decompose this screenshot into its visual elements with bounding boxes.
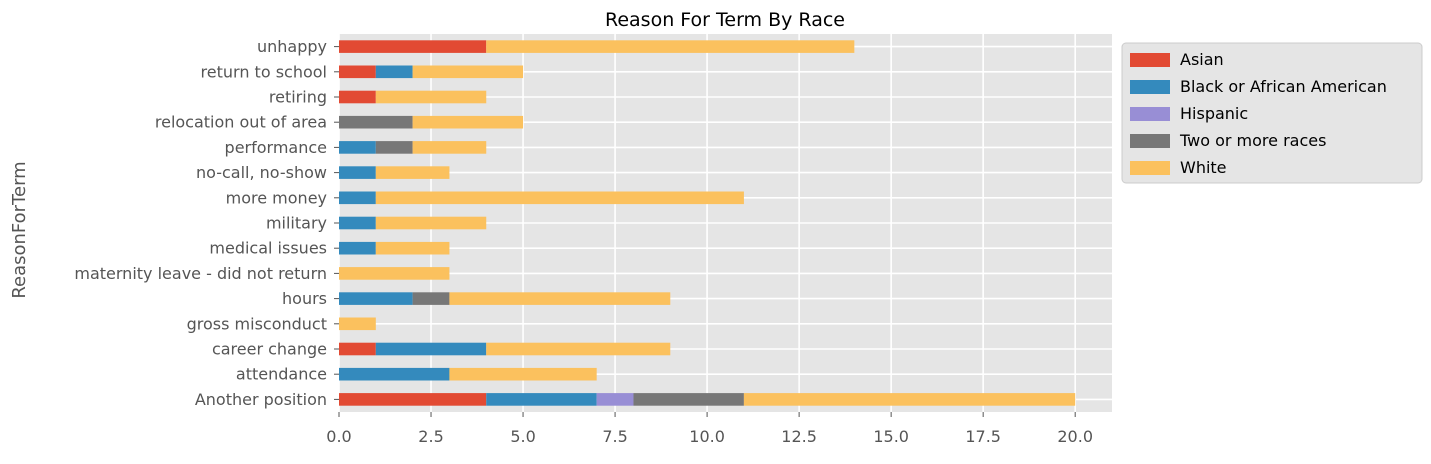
bar-black-or-african-american: [339, 216, 376, 230]
y-tick-label: more money: [226, 188, 327, 207]
bar-black-or-african-american: [486, 393, 597, 406]
x-tick-label: 2.5: [418, 427, 443, 446]
bar-black-or-african-american: [339, 166, 376, 179]
y-tick-label: attendance: [236, 365, 327, 384]
x-tick-label: 10.0: [689, 427, 725, 446]
bar-white: [339, 317, 376, 331]
bar-black-or-african-american: [339, 241, 376, 255]
legend-label: Black or African American: [1180, 77, 1387, 96]
bar-white: [486, 40, 855, 53]
bar-asian: [339, 90, 376, 104]
x-tick-label: 7.5: [602, 427, 627, 446]
bar-black-or-african-american: [339, 292, 413, 305]
bar-black-or-african-american: [339, 141, 376, 154]
bar-white: [486, 342, 671, 356]
legend-swatch: [1130, 80, 1170, 94]
y-tick-label: relocation out of area: [155, 113, 327, 132]
y-tick-label: medical issues: [209, 239, 327, 258]
x-tick-label: 20.0: [1057, 427, 1093, 446]
y-tick-label: gross misconduct: [187, 314, 327, 333]
y-tick-label: retiring: [269, 88, 327, 107]
y-tick-label: military: [266, 214, 327, 233]
bar-white: [375, 166, 450, 179]
bar-black-or-african-american: [375, 342, 487, 356]
bar-white: [375, 90, 487, 104]
bar-black-or-african-american: [375, 65, 413, 79]
y-tick-label: return to school: [201, 62, 327, 81]
bar-asian: [339, 342, 376, 356]
y-axis-label: ReasonForTerm: [9, 161, 30, 298]
legend-swatch: [1130, 134, 1170, 148]
bar-white: [743, 393, 1076, 406]
x-tick-label: 5.0: [510, 427, 535, 446]
bar-white: [412, 141, 487, 154]
bar-asian: [339, 40, 487, 53]
bar-white: [449, 292, 671, 305]
bar-two-or-more-races: [339, 115, 413, 129]
bar-hispanic: [596, 393, 634, 406]
legend-swatch: [1130, 107, 1170, 121]
legend-swatch: [1130, 53, 1170, 67]
bar-two-or-more-races: [412, 292, 450, 305]
x-tick-label: 0.0: [326, 427, 351, 446]
bar-white: [375, 216, 487, 230]
bar-white: [412, 65, 524, 79]
x-tick-label: 12.5: [781, 427, 817, 446]
y-tick-label: no-call, no-show: [196, 163, 327, 182]
bar-white: [449, 367, 597, 381]
bar-white: [375, 241, 450, 255]
plot-area: Another position attendance career change g…: [74, 34, 1112, 446]
y-tick-label: maternity leave - did not return: [74, 264, 327, 283]
x-tick-label: 15.0: [873, 427, 909, 446]
bar-two-or-more-races: [375, 141, 413, 154]
bar-black-or-african-american: [339, 191, 376, 205]
bar-asian: [339, 65, 376, 79]
legend: Asian Black or African American Hispanic Tw…: [1121, 42, 1423, 184]
legend-label: Hispanic: [1180, 104, 1248, 123]
legend-label: White: [1180, 158, 1227, 177]
bar-two-or-more-races: [633, 393, 744, 406]
bar-asian: [339, 393, 487, 406]
x-tick-label: 17.5: [965, 427, 1001, 446]
legend-swatch: [1130, 161, 1170, 175]
legend-box: [1121, 42, 1423, 184]
legend-label: Two or more races: [1179, 131, 1326, 150]
y-tick-label: career change: [212, 340, 327, 359]
y-tick-label: Another position: [195, 390, 327, 409]
bar-black-or-african-american: [339, 367, 450, 381]
bar-white: [412, 115, 524, 129]
chart-title: Reason For Term By Race: [605, 9, 845, 31]
y-tick-label: performance: [225, 138, 327, 157]
bar-white: [375, 191, 744, 205]
bar-white: [339, 267, 450, 280]
legend-label: Asian: [1180, 50, 1224, 69]
y-tick-label: unhappy: [257, 37, 327, 56]
y-tick-label: hours: [282, 289, 327, 308]
